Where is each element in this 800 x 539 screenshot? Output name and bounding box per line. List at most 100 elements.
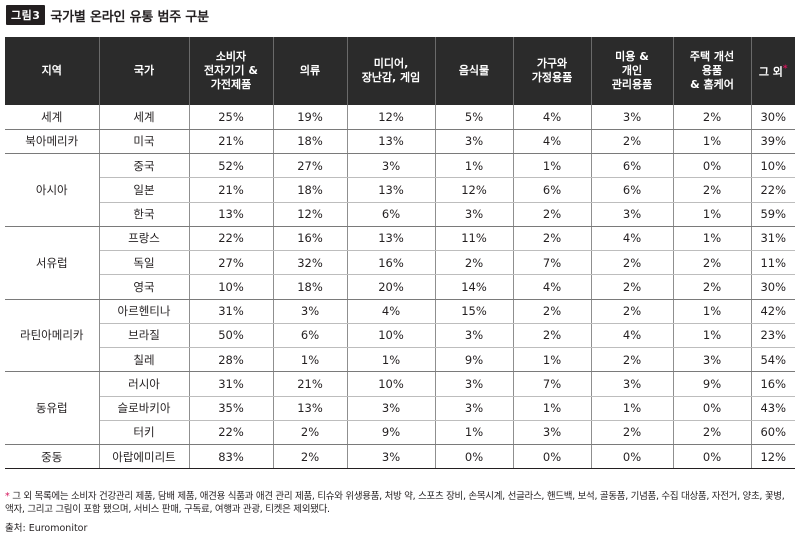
value-cell: 1% (273, 347, 348, 373)
value-cell: 3% (435, 129, 514, 155)
value-cell: 10% (751, 153, 795, 179)
column-header-line: 주택 개선 (689, 50, 735, 63)
column-header: 미디어, 장난감, 게임 (347, 37, 436, 105)
column-header-line: 가전제품 (210, 78, 252, 91)
value-cell: 2% (513, 323, 592, 349)
value-cell: 30% (751, 105, 795, 130)
value-cell: 5% (435, 105, 514, 130)
value-cell: 4% (591, 323, 674, 349)
value-cell: 6% (591, 177, 674, 203)
value-cell: 0% (435, 444, 514, 470)
footnote-marker: * (5, 491, 10, 502)
value-cell: 12% (751, 444, 795, 470)
country-cell: 한국 (99, 202, 190, 227)
table-row: 북아메리카 미국 21% 18% 13% 3% 4% 2% 1% 39% (5, 129, 795, 155)
value-cell: 32% (273, 250, 348, 276)
value-cell: 13% (189, 202, 274, 227)
value-cell: 1% (673, 129, 752, 155)
value-cell: 3% (435, 202, 514, 227)
value-cell: 2% (591, 274, 674, 300)
value-cell: 42% (751, 299, 795, 324)
country-cell: 영국 (99, 274, 190, 300)
value-cell: 0% (673, 444, 752, 470)
table-row: 슬로바키아 35% 13% 3% 3% 1% 1% 0% 43% (5, 396, 795, 421)
column-header: 주택 개선 용품 & 홈케어 (673, 37, 752, 105)
value-cell: 16% (751, 371, 795, 397)
column-header-line: 장난감, 게임 (361, 71, 421, 84)
value-cell: 3% (435, 371, 514, 397)
table-row: 칠레 28% 1% 1% 9% 1% 2% 3% 54% (5, 347, 795, 373)
value-cell: 3% (673, 347, 752, 373)
value-cell: 1% (513, 153, 592, 179)
column-header-line: 국가 (133, 64, 155, 77)
value-cell: 1% (435, 153, 514, 179)
value-cell: 18% (273, 274, 348, 300)
column-header-line: 미용 & (615, 50, 649, 63)
value-cell: 2% (591, 347, 674, 373)
region-cell: 라틴아메리카 (5, 299, 100, 373)
value-cell: 54% (751, 347, 795, 373)
value-cell: 6% (273, 323, 348, 349)
value-cell: 16% (273, 226, 348, 252)
value-cell: 18% (273, 129, 348, 155)
value-cell: 2% (273, 444, 348, 470)
value-cell: 22% (751, 177, 795, 203)
column-header: 지역 (5, 37, 100, 105)
region-cell: 동유럽 (5, 371, 100, 445)
value-cell: 15% (435, 299, 514, 324)
value-cell: 10% (347, 323, 436, 349)
value-cell: 10% (347, 371, 436, 397)
figure-title-row: 그림3 국가별 온라인 유통 범주 구분 (6, 4, 209, 26)
country-cell: 중국 (99, 153, 190, 179)
region-cell: 서유럽 (5, 226, 100, 300)
value-cell: 6% (591, 153, 674, 179)
figure-badge: 그림3 (6, 5, 46, 25)
value-cell: 19% (273, 105, 348, 130)
table-row: 동유럽 러시아 31% 21% 10% 3% 7% 3% 9% 16% (5, 371, 795, 445)
value-cell: 7% (513, 371, 592, 397)
value-cell: 2% (591, 250, 674, 276)
value-cell: 30% (751, 274, 795, 300)
table-row: 독일 27% 32% 16% 2% 7% 2% 2% 11% (5, 250, 795, 276)
category-table: 지역 국가 소비자 전자기기 & 가전제품 의류 미디어, 장난감, 게임 음식물 가구와 가정용품… (5, 37, 795, 470)
column-header-line: & 홈케어 (690, 78, 734, 91)
value-cell: 43% (751, 396, 795, 421)
value-cell: 22% (189, 420, 274, 446)
column-header-line: 개인 (621, 64, 643, 77)
value-cell: 13% (347, 177, 436, 203)
column-header-line: 관리용품 (611, 78, 653, 91)
value-cell: 39% (751, 129, 795, 155)
value-cell: 2% (591, 420, 674, 446)
country-cell: 미국 (99, 129, 190, 155)
value-cell: 6% (347, 202, 436, 227)
table-row: 터키 22% 2% 9% 1% 3% 2% 2% 60% (5, 420, 795, 446)
column-header-line: 의류 (299, 64, 321, 77)
value-cell: 3% (347, 153, 436, 179)
value-cell: 2% (513, 299, 592, 324)
value-cell: 13% (347, 129, 436, 155)
value-cell: 3% (347, 444, 436, 470)
value-cell: 4% (513, 105, 592, 130)
value-cell: 59% (751, 202, 795, 227)
value-cell: 27% (273, 153, 348, 179)
value-cell: 1% (513, 347, 592, 373)
region-cell: 아시아 (5, 153, 100, 227)
footnote-text: 그 외 목록에는 소비자 건강관리 제품, 담배 제품, 애견용 식품과 애견 … (5, 491, 785, 515)
column-header-line: 그 외 (758, 65, 783, 79)
value-cell: 2% (591, 299, 674, 324)
value-cell: 52% (189, 153, 274, 179)
country-cell: 칠레 (99, 347, 190, 373)
column-header: 음식물 (435, 37, 514, 105)
value-cell: 3% (273, 299, 348, 324)
value-cell: 1% (435, 420, 514, 446)
value-cell: 21% (273, 371, 348, 397)
value-cell: 1% (513, 396, 592, 421)
value-cell: 2% (673, 420, 752, 446)
value-cell: 10% (189, 274, 274, 300)
value-cell: 20% (347, 274, 436, 300)
table-row: 세계 세계 25% 19% 12% 5% 4% 3% 2% 30% (5, 105, 795, 130)
value-cell: 27% (189, 250, 274, 276)
figure-title: 국가별 온라인 유통 범주 구분 (50, 9, 209, 25)
value-cell: 1% (673, 202, 752, 227)
column-header: 의류 (273, 37, 348, 105)
